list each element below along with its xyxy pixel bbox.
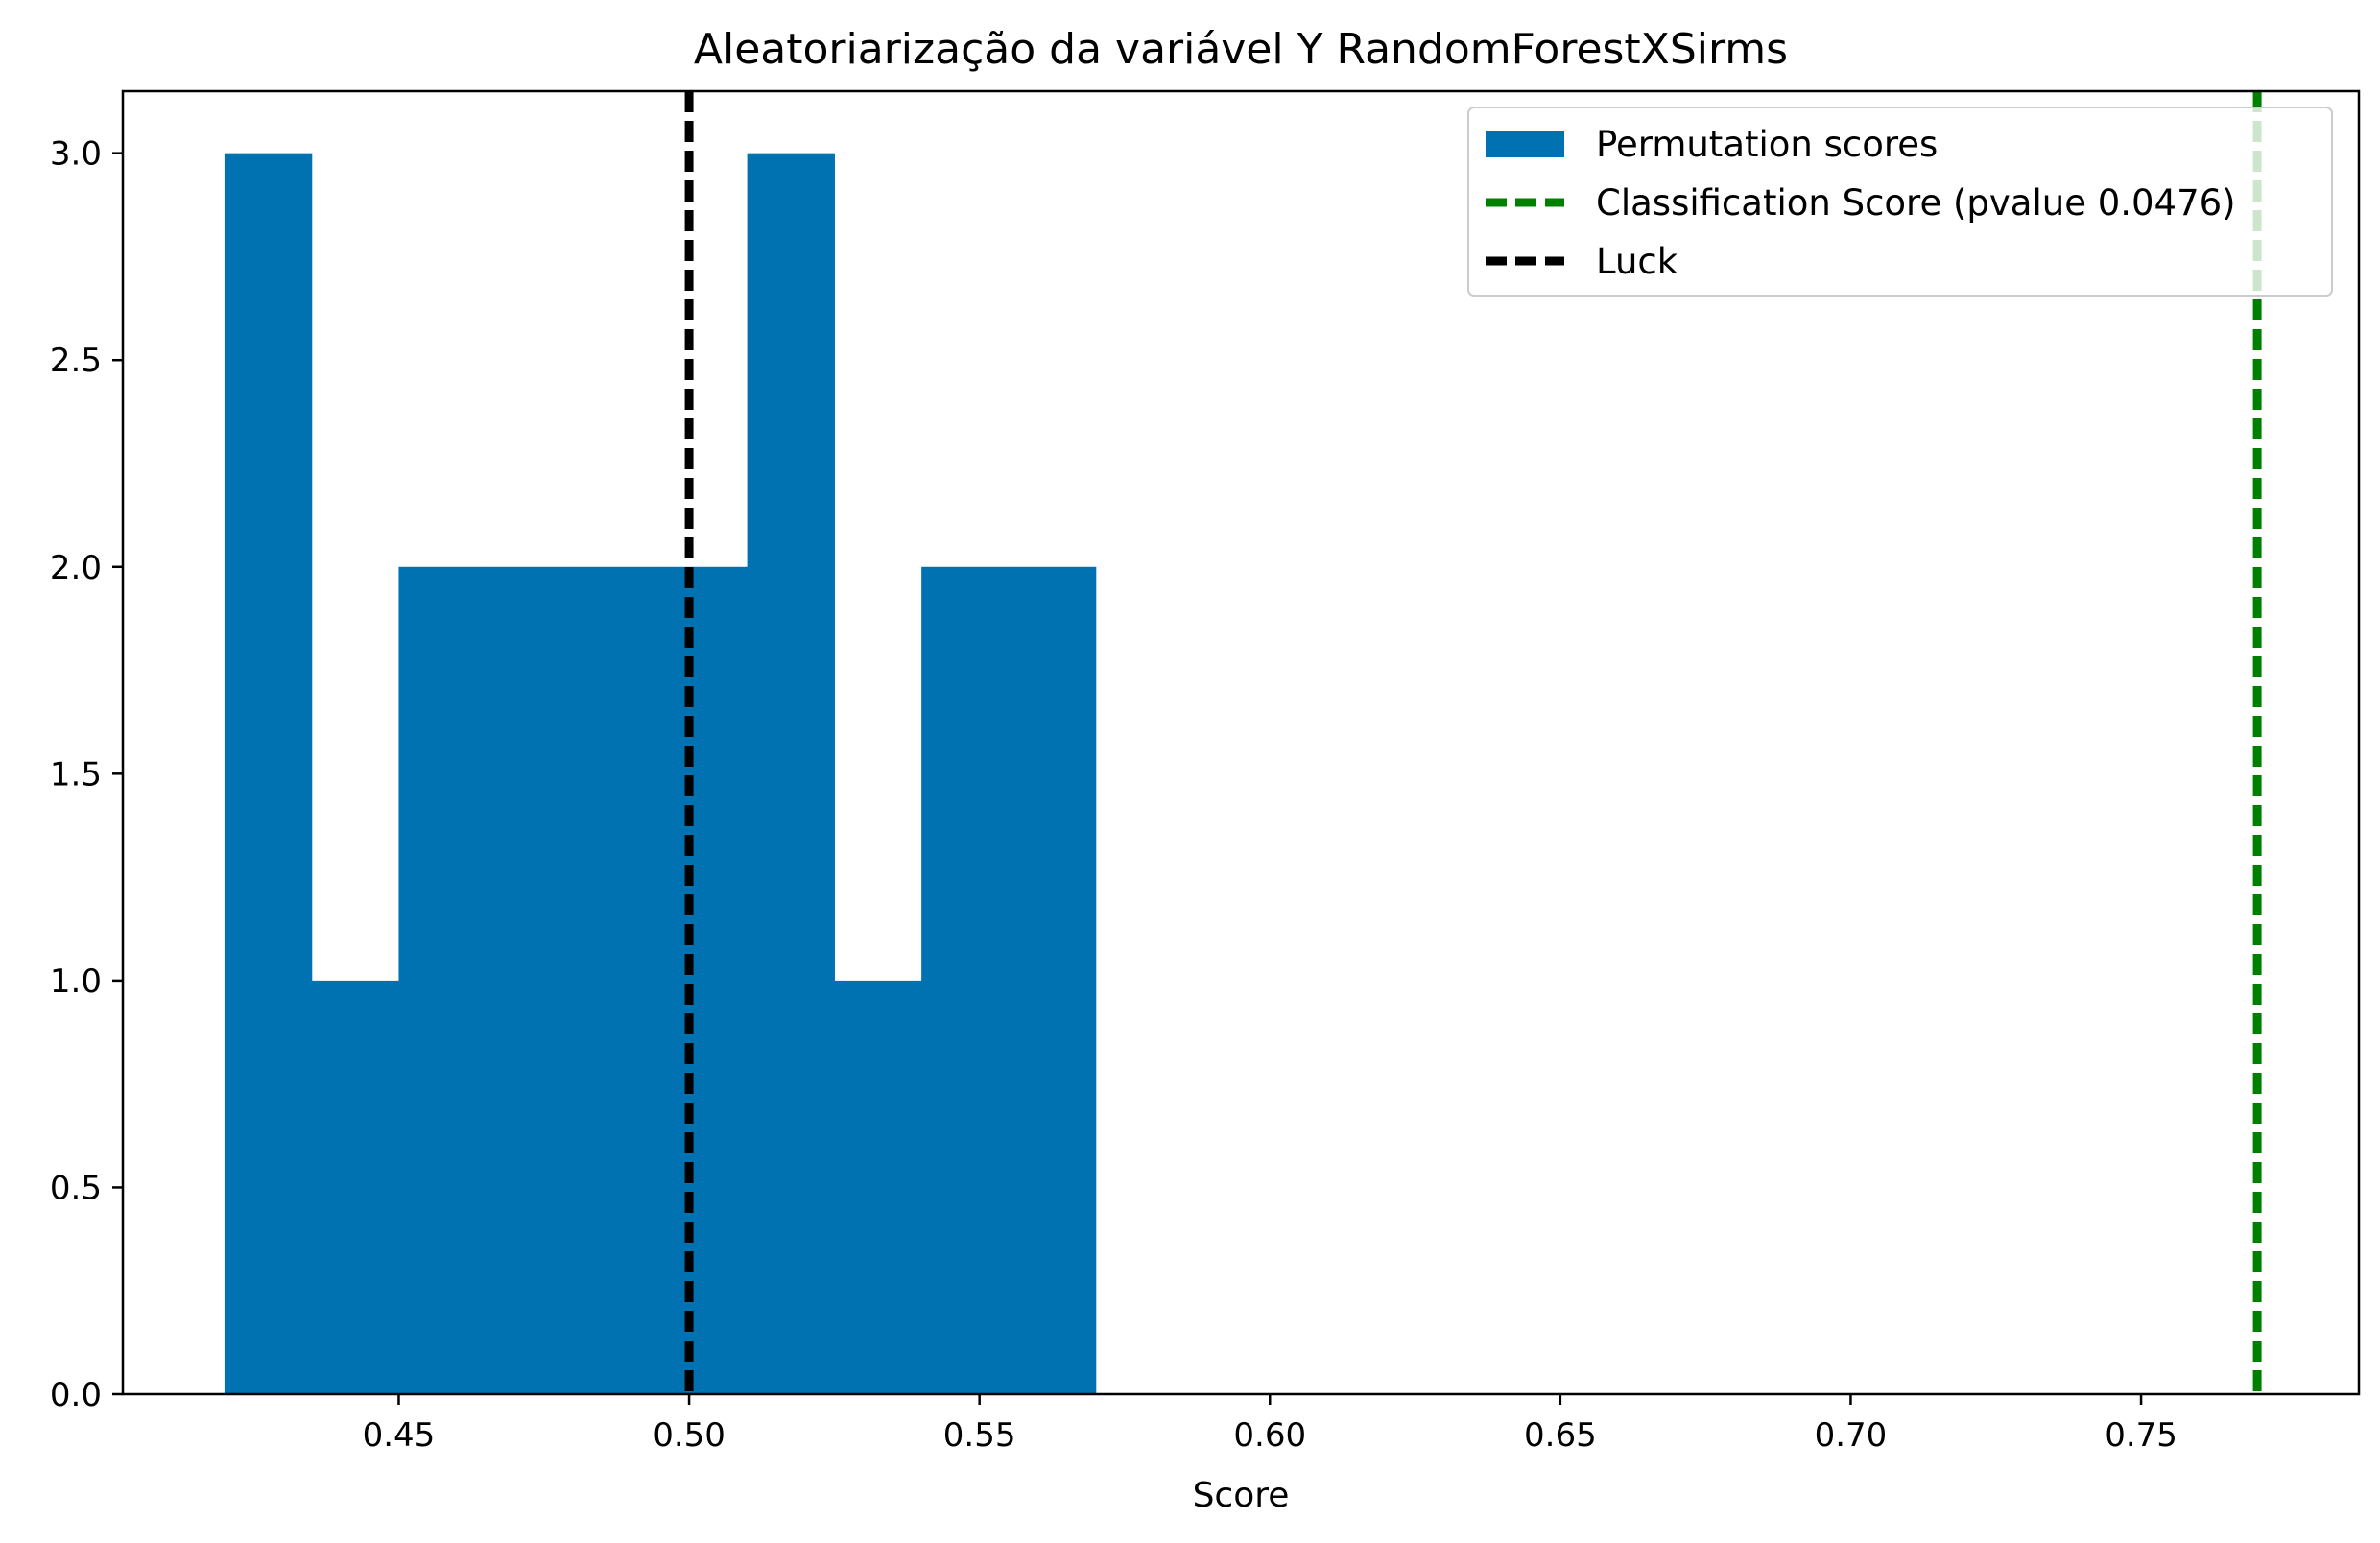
- histogram-bar-8: [834, 980, 922, 1394]
- histogram-bar-2: [311, 980, 400, 1394]
- legend-label-luck: Luck: [1596, 241, 1678, 282]
- x-tick-label: 0.60: [1233, 1416, 1306, 1455]
- x-axis: 0.45 0.50 0.55 0.60 0.65 0.70 0.75: [363, 1394, 2178, 1455]
- histogram-bar-3: [398, 566, 487, 1394]
- y-tick-label: 2.5: [50, 342, 102, 380]
- histogram-bar-1: [224, 153, 313, 1395]
- histogram-bar-9: [921, 566, 1010, 1394]
- y-axis: 0.0 0.5 1.0 1.5 2.0 2.5 3.0: [50, 135, 123, 1414]
- x-axis-label: Score: [1193, 1476, 1290, 1515]
- histogram-bar-5: [573, 566, 661, 1394]
- y-tick-label: 2.0: [50, 549, 102, 587]
- legend-box: [1467, 107, 2333, 297]
- legend-label-permutation-scores: Permutation scores: [1596, 124, 1938, 165]
- histogram-bar-7: [747, 153, 835, 1395]
- chart-title: Aleatoriarização da variável Y RandomFor…: [694, 25, 1788, 74]
- x-tick-label: 0.45: [363, 1416, 436, 1455]
- y-tick-label: 1.5: [50, 755, 102, 794]
- legend-swatch-permutation-scores: [1486, 131, 1564, 157]
- reference-lines: [684, 91, 2262, 1394]
- histogram-bars: [224, 153, 1097, 1395]
- y-tick-label: 0.0: [50, 1376, 102, 1414]
- plot-frame: [121, 89, 2361, 1396]
- x-tick-label: 0.55: [943, 1416, 1016, 1455]
- histogram-bar-10: [1008, 566, 1097, 1394]
- legend: Permutation scores Classification Score (…: [1467, 107, 2333, 297]
- y-tick-label: 1.0: [50, 962, 102, 1001]
- y-tick-label: 3.0: [50, 135, 102, 174]
- histogram-bar-6: [659, 566, 749, 1394]
- y-tick-label: 0.5: [50, 1169, 102, 1207]
- x-tick-label: 0.70: [1815, 1416, 1888, 1455]
- x-tick-label: 0.65: [1524, 1416, 1597, 1455]
- x-tick-label: 0.75: [2105, 1416, 2178, 1455]
- x-tick-label: 0.50: [653, 1416, 726, 1455]
- histogram-bar-4: [486, 566, 574, 1394]
- legend-label-classification-score: Classification Score (pvalue 0.0476): [1596, 182, 2236, 224]
